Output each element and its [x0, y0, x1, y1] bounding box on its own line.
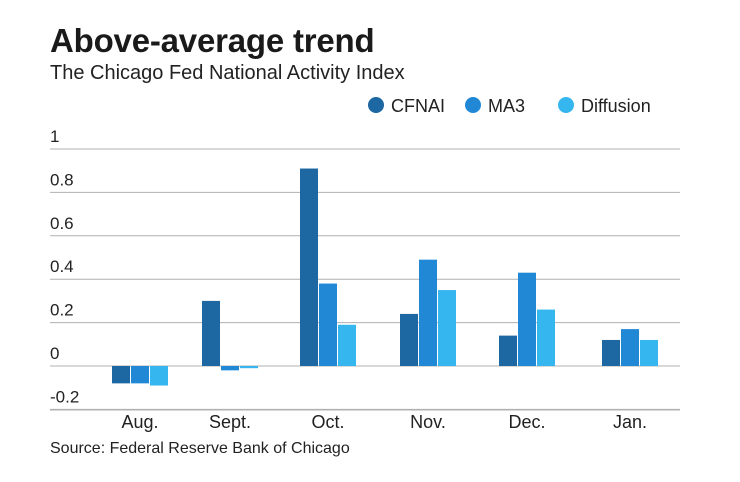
x-tick-label: Oct. — [311, 412, 344, 432]
legend-label-ma3: MA3 — [488, 96, 525, 116]
bar-ma3-dec — [518, 272, 536, 366]
y-tick-label: 1 — [50, 127, 59, 146]
x-tick-label: Dec. — [508, 412, 545, 432]
bar-diffusion-aug — [150, 366, 168, 386]
legend-marker-cfnai — [368, 97, 384, 113]
chart-title: Above-average trend — [50, 22, 375, 59]
x-tick-label: Nov. — [410, 412, 446, 432]
bar-cfnai-sept — [202, 300, 220, 366]
bar-cfnai-oct — [300, 168, 318, 366]
source-note: Source: Federal Reserve Bank of Chicago — [50, 440, 350, 457]
bar-diffusion-dec — [537, 309, 555, 366]
legend-marker-ma3 — [465, 97, 481, 113]
bar-ma3-jan — [621, 329, 639, 366]
bar-diffusion-jan — [640, 339, 658, 366]
bar-cfnai-dec — [499, 335, 517, 366]
x-tick-label: Jan. — [613, 412, 647, 432]
bar-cfnai-jan — [602, 339, 620, 366]
y-tick-label: 0 — [50, 344, 59, 363]
legend-label-cfnai: CFNAI — [391, 96, 445, 116]
bar-cfnai-nov — [400, 313, 418, 366]
legend-label-diffusion: Diffusion — [581, 96, 651, 116]
y-tick-label: 0.4 — [50, 257, 74, 276]
y-tick-label: 0.2 — [50, 301, 74, 320]
bar-ma3-oct — [319, 283, 337, 366]
x-tick-label: Sept. — [209, 412, 251, 432]
bar-ma3-nov — [419, 259, 437, 366]
bar-diffusion-sept — [240, 366, 258, 369]
bar-ma3-sept — [221, 366, 239, 371]
y-tick-label: 0.6 — [50, 214, 74, 233]
x-tick-label: Aug. — [121, 412, 158, 432]
bar-diffusion-oct — [338, 324, 356, 366]
y-tick-label: 0.8 — [50, 170, 74, 189]
y-tick-label: -0.2 — [50, 387, 79, 406]
bar-cfnai-aug — [112, 366, 130, 384]
legend-marker-diffusion — [558, 97, 574, 113]
bar-diffusion-nov — [438, 290, 456, 366]
chart-subtitle: The Chicago Fed National Activity Index — [50, 62, 405, 84]
bar-ma3-aug — [131, 366, 149, 384]
